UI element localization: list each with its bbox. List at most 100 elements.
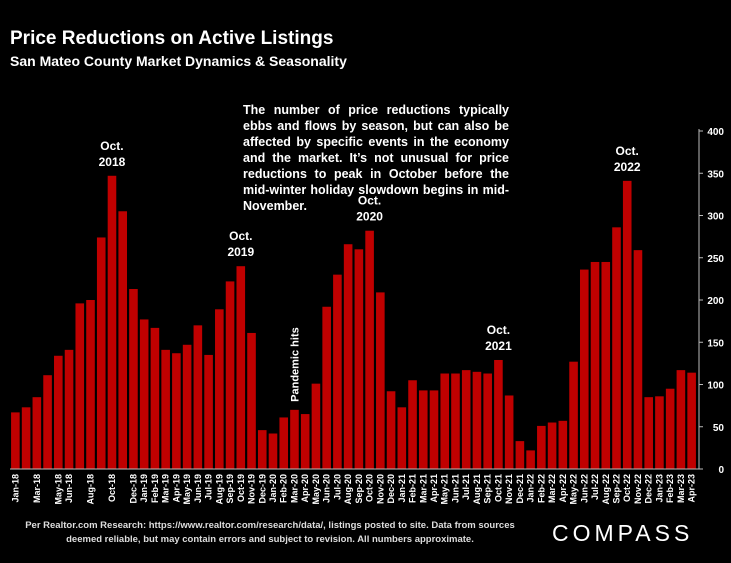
bar-dec-20 <box>386 391 396 469</box>
y-tick-label: 0 <box>718 465 724 476</box>
peak-annotation-oct-19: 2019 <box>227 245 254 259</box>
x-tick-label: Jan-20 <box>268 474 278 503</box>
x-tick-label: Sep-21 <box>483 474 493 504</box>
bar-feb-22 <box>537 425 546 469</box>
x-tick-label: Jun-21 <box>450 474 460 503</box>
bar-sep-21 <box>483 373 492 469</box>
bar-may-20 <box>311 383 321 469</box>
bar-jun-22 <box>579 269 589 469</box>
bars-group <box>11 175 696 470</box>
y-tick-label: 300 <box>707 212 724 223</box>
bar-jul-20 <box>333 274 342 469</box>
pandemic-annotation: Pandemic hits <box>289 327 301 402</box>
x-axis: Jan-18 Mar-18 May-18 Jun-18 Aug-18 Oct-18 Dec-… <box>10 468 699 505</box>
x-tick-label: Feb-23 <box>665 474 675 503</box>
x-tick-label: Mar-19 <box>161 474 171 503</box>
bar-mar-22 <box>547 422 557 469</box>
peak-annotation-oct-18: 2018 <box>99 155 126 169</box>
bar-sep-18 <box>96 237 106 469</box>
x-tick-label: Mar-23 <box>676 474 686 503</box>
chart-annotation-text: The number of price reductions typically… <box>243 103 509 213</box>
bar-sep-19 <box>225 281 235 469</box>
bar-apr-18 <box>43 375 52 469</box>
x-tick-label: Aug-22 <box>601 474 611 505</box>
x-tick-label: Mar-22 <box>547 474 557 503</box>
bar-oct-18 <box>107 175 117 469</box>
bar-dec-21 <box>515 441 525 469</box>
bar-jan-19 <box>139 319 149 469</box>
x-tick-label: Apr-21 <box>429 474 439 503</box>
x-tick-label: Dec-21 <box>515 474 525 504</box>
x-tick-label: Jun-18 <box>64 474 74 503</box>
x-tick-label: Jul-19 <box>204 474 214 500</box>
x-tick-label: Oct-18 <box>107 474 117 502</box>
bar-apr-23 <box>687 372 696 469</box>
x-tick-label: Oct-19 <box>236 474 246 502</box>
y-axis: 0 50 100 150 200 250 300 350 400 <box>698 127 724 476</box>
x-tick-label: Aug-19 <box>214 474 224 505</box>
source-footnote: Per Realtor.com Research: https://www.re… <box>25 520 515 545</box>
bar-apr-21 <box>429 390 439 469</box>
bar-jul-19 <box>204 354 213 469</box>
bar-aug-20 <box>343 244 353 469</box>
x-tick-label: May-20 <box>311 474 321 505</box>
x-tick-label: May-18 <box>53 474 63 505</box>
bar-aug-19 <box>215 309 224 469</box>
x-tick-label: Nov-19 <box>247 474 257 504</box>
x-tick-label: May-21 <box>440 474 450 505</box>
bar-nov-20 <box>376 292 385 469</box>
bar-apr-20 <box>300 414 310 469</box>
x-tick-label: Feb-22 <box>536 474 546 503</box>
x-tick-label: Jun-20 <box>322 474 332 503</box>
x-tick-label: Dec-20 <box>386 474 396 504</box>
peak-annotation-oct-21: 2021 <box>485 339 512 353</box>
bar-nov-18 <box>118 211 128 469</box>
bar-oct-21 <box>494 359 503 469</box>
bar-nov-21 <box>504 395 514 469</box>
bar-jun-19 <box>193 325 203 469</box>
y-tick-label: 400 <box>707 127 724 138</box>
bar-dec-22 <box>644 397 653 469</box>
bar-jan-20 <box>268 433 278 469</box>
bar-may-19 <box>182 344 192 469</box>
bar-dec-19 <box>257 430 267 469</box>
bar-apr-22 <box>558 420 568 469</box>
x-tick-label: Sep-19 <box>225 474 235 504</box>
bar-jun-20 <box>322 306 331 469</box>
peak-annotation-oct-22: Oct. <box>616 144 639 158</box>
x-tick-label: Jan-22 <box>526 474 536 503</box>
x-tick-label: Jul-20 <box>332 474 342 500</box>
x-tick-label: Jul-22 <box>590 474 600 500</box>
bar-feb-23 <box>665 388 675 469</box>
x-tick-label: Dec-22 <box>644 474 654 504</box>
peak-annotation-oct-20: Oct. <box>358 194 381 208</box>
x-tick-label: May-22 <box>569 474 579 505</box>
bar-feb-18 <box>21 407 31 469</box>
bar-jan-21 <box>397 407 407 469</box>
bar-may-18 <box>54 355 63 469</box>
x-tick-label: Oct-21 <box>493 474 503 502</box>
bar-aug-21 <box>472 371 482 469</box>
annotations-group: Oct. 2018 Oct. 2019 Oct. 2020 Oct. 2021 Oct. 2022… <box>99 139 641 402</box>
x-tick-label: Mar-20 <box>289 474 299 503</box>
x-tick-label: Sep-20 <box>354 474 364 504</box>
x-tick-label: Mar-18 <box>32 474 42 503</box>
bar-oct-19 <box>236 266 246 469</box>
bar-jan-22 <box>526 450 535 469</box>
x-tick-label: Aug-20 <box>343 474 353 505</box>
x-tick-label: Jan-23 <box>654 474 664 503</box>
bar-jun-18 <box>64 349 74 469</box>
bar-nov-22 <box>633 250 643 469</box>
bar-oct-20 <box>365 230 374 469</box>
bar-mar-18 <box>32 397 42 469</box>
bar-sep-22 <box>612 227 621 469</box>
bar-aug-22 <box>601 261 611 469</box>
bar-oct-22 <box>622 180 632 470</box>
bar-aug-18 <box>86 300 95 469</box>
peak-annotation-oct-20: 2020 <box>356 210 383 224</box>
bar-nov-19 <box>247 332 256 469</box>
x-tick-label: Dec-18 <box>128 474 138 504</box>
x-tick-label: Apr-19 <box>171 474 181 503</box>
x-tick-label: Apr-23 <box>687 474 697 503</box>
